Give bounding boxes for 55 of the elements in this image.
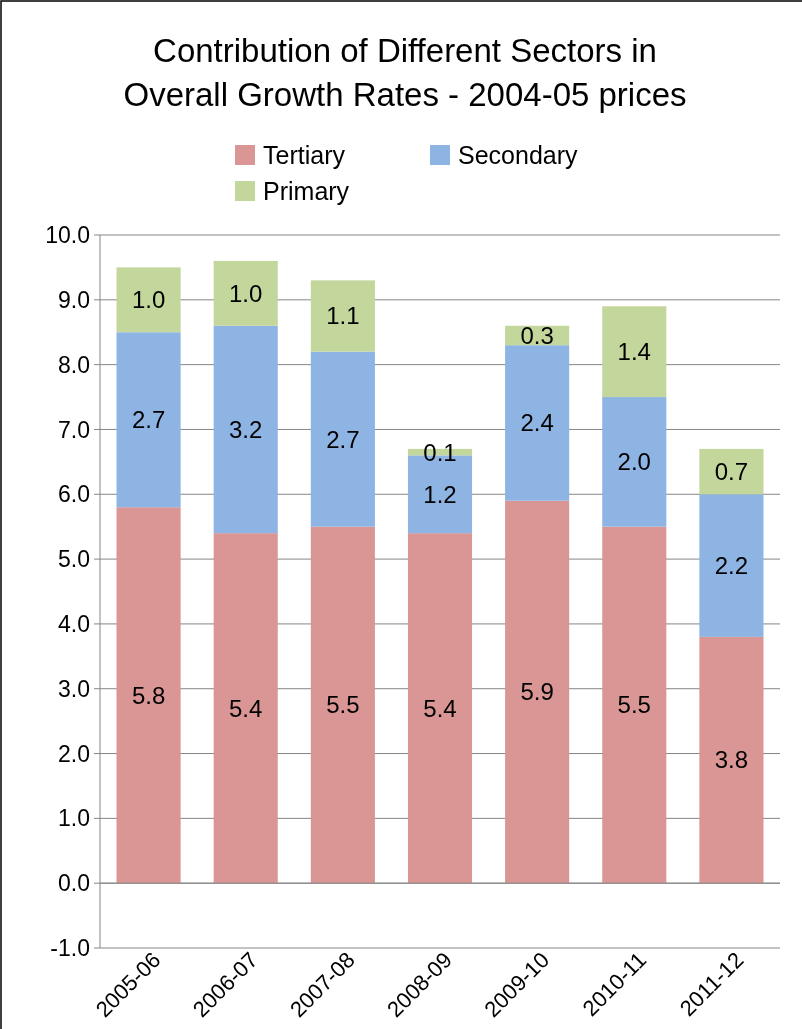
data-label: 2.2 xyxy=(714,551,749,579)
data-label: 0.7 xyxy=(714,457,749,485)
y-tick-label: 5.0 xyxy=(58,546,90,573)
bar xyxy=(310,526,375,884)
bar xyxy=(699,448,764,495)
bar xyxy=(116,332,181,508)
data-label: 3.2 xyxy=(229,415,263,443)
data-label: 5.4 xyxy=(229,694,263,722)
data-label: 5.8 xyxy=(131,681,166,709)
y-tick-label: 0.0 xyxy=(58,870,90,897)
data-label: 1.0 xyxy=(229,279,263,307)
y-tick-label: 9.0 xyxy=(58,286,90,313)
y-tick-label: 2.0 xyxy=(58,740,90,767)
data-label: 1.1 xyxy=(326,302,360,330)
bar xyxy=(699,636,764,884)
bar xyxy=(602,306,667,398)
bar xyxy=(602,526,667,884)
y-tick-label: 1.0 xyxy=(58,805,90,832)
data-label: 1.0 xyxy=(131,286,166,314)
bar xyxy=(310,351,375,527)
bar xyxy=(116,507,181,884)
bar xyxy=(310,280,375,352)
legend-label: Tertiary xyxy=(263,140,346,169)
data-label: 2.0 xyxy=(617,448,651,476)
bar xyxy=(213,260,278,326)
data-label: 5.9 xyxy=(520,678,554,706)
data-label: 1.4 xyxy=(617,338,651,366)
data-label: 5.4 xyxy=(423,694,457,722)
legend-label: Secondary xyxy=(458,140,579,169)
bar xyxy=(505,345,570,501)
bar xyxy=(407,533,473,884)
data-label: 2.7 xyxy=(326,425,360,453)
chart-title: Contribution of Different Sectors in Overall Growth Rates - 2004-05 prices xyxy=(123,32,687,113)
bar xyxy=(213,533,278,884)
bar xyxy=(699,494,764,637)
y-tick-label: 7.0 xyxy=(58,416,90,443)
data-label: 2.7 xyxy=(131,406,166,434)
y-tick-label: -1.0 xyxy=(50,935,90,962)
data-label: 5.5 xyxy=(326,691,360,719)
y-tick-label: 3.0 xyxy=(58,675,90,702)
data-label: 5.5 xyxy=(617,691,651,719)
y-tick-label: 4.0 xyxy=(58,610,90,637)
data-label: 3.8 xyxy=(714,746,749,774)
y-tick-label: 8.0 xyxy=(58,351,90,378)
y-tick-label: 10.0 xyxy=(45,222,90,249)
data-label: 0.1 xyxy=(423,438,457,466)
y-tick-label: 6.0 xyxy=(58,481,90,508)
data-label: 0.3 xyxy=(520,321,554,349)
data-label: 2.4 xyxy=(520,409,554,437)
bar xyxy=(213,325,278,534)
bar xyxy=(505,500,570,884)
bar xyxy=(116,267,181,333)
legend-label: Primary xyxy=(263,176,350,205)
bar xyxy=(602,397,667,527)
data-label: 1.2 xyxy=(423,480,457,508)
